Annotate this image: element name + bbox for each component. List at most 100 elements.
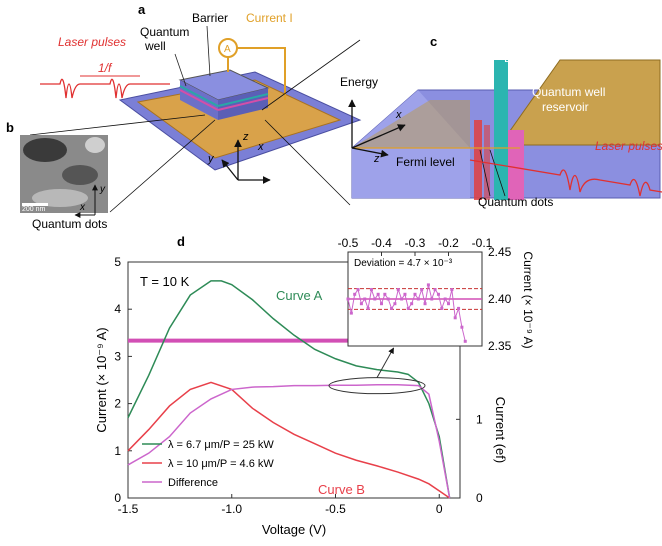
svg-text:y: y: [207, 153, 215, 165]
current-label: Current I: [246, 11, 293, 25]
inset-data-point: [426, 283, 430, 287]
inset-data-point: [447, 302, 450, 306]
inset-y-tick-label: 2.40: [488, 292, 512, 306]
inset-data-point: [400, 297, 404, 301]
inset-data-point: [443, 297, 447, 301]
svg-text:y: y: [99, 184, 106, 195]
svg-text:x: x: [395, 109, 402, 121]
y-tick-label: 5: [114, 255, 121, 269]
inset-data-point: [416, 297, 420, 301]
circuit-wire: [227, 47, 286, 100]
inset-data-point: [390, 306, 394, 310]
curve-b-label: Curve B: [318, 482, 365, 497]
reservoir-label-1: Quantum well: [532, 85, 605, 99]
y-tick-label: 3: [114, 349, 121, 363]
laser-pulse-wave-a: [40, 78, 170, 99]
ammeter-icon: [218, 38, 238, 58]
panel-a-label: a: [138, 2, 146, 17]
x-axis-label: Voltage (V): [262, 522, 326, 537]
inset-data-point: [363, 297, 367, 301]
svg-text:A: A: [224, 44, 231, 55]
y-tick-label: 4: [114, 302, 121, 316]
inset-y-axis-label: Current (× 10⁻⁹ A): [521, 251, 535, 348]
inset-data-point: [380, 302, 383, 306]
inset-data-point: [366, 306, 370, 310]
inset-y-tick-label: 2.45: [488, 245, 512, 259]
y-axis-label: Current (× 10⁻⁹ A): [94, 327, 109, 432]
inset-data-point: [440, 306, 444, 310]
svg-text:z: z: [373, 153, 380, 165]
x-tick-label: -1.5: [118, 502, 139, 516]
barrier-layer: [494, 60, 508, 200]
y-axis-label-right: Current (ef): [493, 397, 508, 463]
quantum-well-label-2: well: [144, 39, 166, 53]
legend-label-2: Difference: [168, 477, 218, 489]
quantum-dots-label-c: Quantum dots: [478, 195, 553, 209]
y-tick-label: 1: [114, 444, 121, 458]
panel-a: a A Current I Barrier Quantum well Laser…: [29, 2, 362, 213]
inset-data-point: [403, 292, 407, 296]
y-tick-label: 0: [114, 491, 121, 505]
svg-text:x: x: [257, 141, 264, 153]
legend-label-0: λ = 6.7 μm/P = 25 kW: [168, 439, 274, 451]
inset-data-point: [369, 288, 373, 292]
legend-label-1: λ = 10 μm/P = 4.6 kW: [168, 458, 274, 470]
x-tick-label: 0: [436, 502, 443, 516]
inset-data-point: [376, 292, 380, 296]
inset-data-point: [463, 339, 467, 343]
svg-text:z: z: [242, 131, 249, 143]
period-label: 1/f: [98, 61, 113, 75]
quantum-dot-column: [474, 120, 482, 200]
panel-c-label: c: [430, 34, 437, 49]
panel-d-label: d: [177, 234, 185, 249]
series-line-2: [127, 383, 451, 499]
y-right-tick-label: 0: [476, 491, 483, 505]
inset-data-point: [383, 292, 387, 296]
panel-b-label: b: [6, 120, 14, 135]
barrier-label: Barrier: [192, 11, 228, 25]
panel-b: b 200 nm y x Quantum dots: [6, 120, 108, 231]
highlight-arrow: [376, 347, 395, 378]
temperature-label: T = 10 K: [140, 274, 190, 289]
inset-data-point: [346, 297, 350, 301]
inset-x-tick-label: -0.5: [338, 236, 359, 250]
inset-x-tick-label: -0.2: [438, 236, 459, 250]
inset-y-tick-label: 2.35: [488, 339, 512, 353]
gold-electrode-c: [499, 59, 661, 146]
curve-a-label: Curve A: [276, 288, 323, 303]
inset-data-point: [410, 302, 414, 306]
inset-data-point: [436, 292, 440, 296]
inset-data-point: [450, 288, 454, 292]
inset-data-point: [356, 288, 360, 292]
barrier-label-c: Barrier: [504, 51, 540, 65]
laser-pulses-label-c: Laser pulses: [595, 139, 662, 153]
reservoir-label-2: reservoir: [542, 100, 589, 114]
panel-d: d -1.5-1.0-0.50012345012Voltage (V)Curre…: [94, 234, 535, 537]
inset-data-point: [433, 288, 437, 292]
inset-data-point: [423, 302, 427, 306]
inset-data-point: [393, 302, 397, 306]
svg-text:x: x: [79, 202, 86, 213]
laser-pulse-wave-c: [469, 159, 662, 197]
energy-label: Energy: [340, 75, 378, 89]
inset-data-point: [457, 306, 461, 310]
inset-data-point: [353, 292, 357, 296]
inset-data-point: [349, 311, 353, 315]
laser-pulses-label-a: Laser pulses: [58, 35, 126, 49]
inset-data-point: [373, 297, 377, 301]
inset-x-tick-label: -0.4: [371, 236, 392, 250]
inset-data-point: [453, 316, 457, 320]
inset-data-point: [460, 325, 464, 329]
inset-x-tick-label: -0.3: [405, 236, 426, 250]
inset-data-point: [413, 292, 417, 296]
panel-c: c Energy x z Fermi level Barrier Quantum…: [340, 34, 662, 209]
x-tick-label: -0.5: [325, 502, 346, 516]
inset-chart: -0.5 -0.4 -0.3 -0.2 -0.1 2.35 2.40 2.45 Current …: [338, 236, 535, 353]
reservoir-layer: [508, 130, 524, 200]
inset-data-point: [420, 288, 424, 292]
inset-data-point: [386, 297, 390, 301]
quantum-dots-caption-b: Quantum dots: [32, 217, 107, 231]
quantum-well-label-1: Quantum: [140, 25, 189, 39]
inset-data-point: [430, 297, 434, 301]
